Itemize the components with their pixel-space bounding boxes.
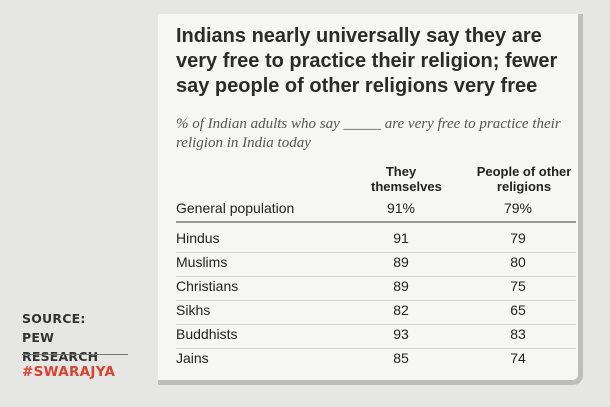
chart-title: Indians nearly universally say they are … bbox=[176, 25, 558, 97]
row-label: Christians bbox=[176, 278, 239, 294]
value-other-religions: 80 bbox=[510, 254, 526, 270]
column-header-other-religions: People of other religions bbox=[476, 164, 572, 194]
value-other-religions: 79% bbox=[503, 200, 533, 216]
table-row: Christians 89 75 bbox=[176, 276, 576, 301]
table-row: Jains 85 74 bbox=[176, 348, 576, 372]
source-label: SOURCE: bbox=[22, 311, 86, 326]
value-themselves: 91% bbox=[386, 200, 416, 216]
row-label: Hindus bbox=[176, 230, 220, 246]
table-card: Indians nearly universally say they are … bbox=[158, 14, 583, 385]
table-row: Hindus 91 79 bbox=[176, 228, 576, 253]
value-other-religions: 75 bbox=[510, 278, 526, 294]
table-row: Muslims 89 80 bbox=[176, 252, 576, 277]
footer-divider bbox=[22, 354, 128, 355]
value-themselves: 93 bbox=[393, 326, 409, 342]
row-label: Jains bbox=[176, 350, 209, 366]
source-name: PEW RESEARCH bbox=[22, 330, 99, 364]
value-themselves: 91 bbox=[393, 230, 409, 246]
row-label: Sikhs bbox=[176, 302, 211, 318]
brand-hashtag: #SWARAJYA bbox=[22, 364, 116, 380]
value-themselves: 89 bbox=[393, 254, 409, 270]
table-row: Buddhists 93 83 bbox=[176, 324, 576, 349]
header-rule bbox=[176, 221, 576, 223]
row-label: Muslims bbox=[176, 254, 228, 270]
row-label: Buddhists bbox=[176, 326, 238, 342]
chart-subtitle: % of Indian adults who say _____ are ver… bbox=[176, 116, 561, 151]
value-other-religions: 79 bbox=[510, 230, 526, 246]
row-label: General population bbox=[176, 200, 295, 216]
value-other-religions: 83 bbox=[510, 326, 526, 342]
value-themselves: 89 bbox=[393, 278, 409, 294]
value-themselves: 85 bbox=[393, 350, 409, 366]
source-credit: SOURCE: PEW RESEARCH bbox=[22, 309, 134, 366]
general-population-row: General population 91% 79% bbox=[176, 200, 576, 220]
value-other-religions: 65 bbox=[510, 302, 526, 318]
value-themselves: 82 bbox=[393, 302, 409, 318]
value-other-religions: 74 bbox=[510, 350, 526, 366]
column-header-themselves: They themselves bbox=[371, 164, 442, 194]
table-row: Sikhs 82 65 bbox=[176, 300, 576, 325]
